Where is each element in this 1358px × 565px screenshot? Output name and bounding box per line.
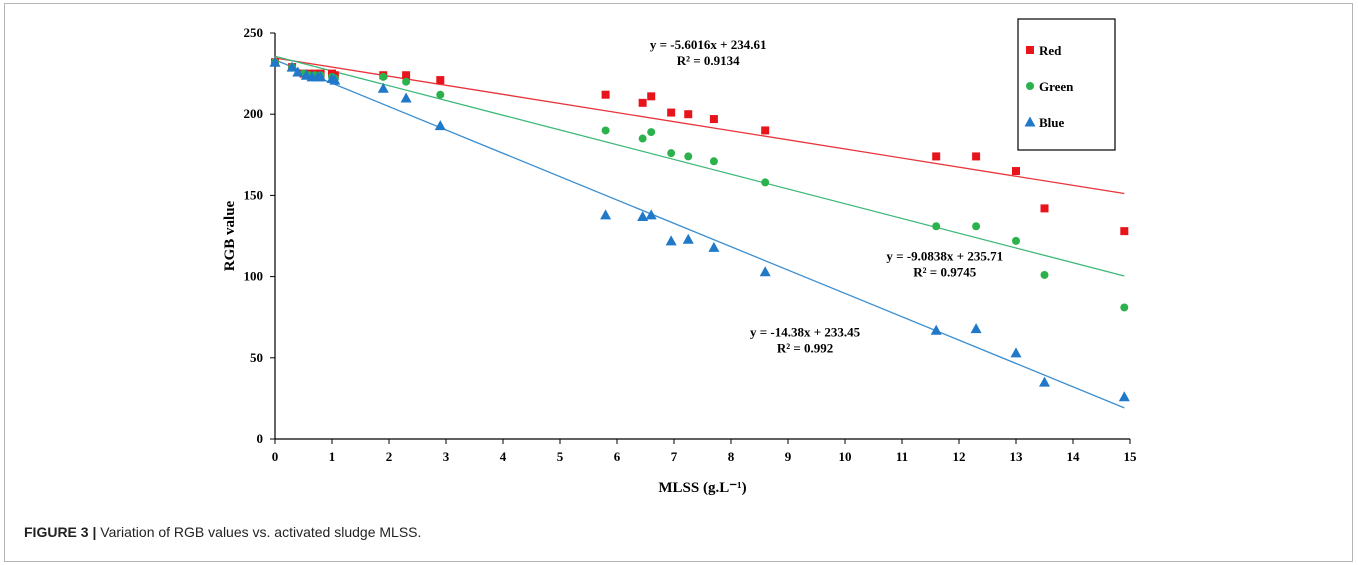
x-tick-label: 14 (1067, 449, 1081, 464)
r-squared-green: R² = 0.9745 (913, 264, 976, 279)
data-point-red (1012, 167, 1020, 176)
data-point-red (638, 98, 647, 107)
data-point-green (761, 178, 770, 187)
x-tick-label: 5 (557, 449, 564, 464)
x-tick-label: 12 (953, 449, 966, 464)
x-tick-label: 1 (329, 449, 336, 464)
legend-label-red: Red (1039, 43, 1062, 58)
equation-red: y = -5.6016x + 234.61 (650, 37, 767, 52)
x-axis-label: MLSS (g.L⁻¹) (658, 480, 746, 496)
legend-marker-green (1026, 82, 1034, 90)
trendline-red (274, 57, 1125, 195)
data-point-red (684, 110, 693, 119)
x-tick-label: 6 (614, 449, 621, 464)
data-point-blue (1010, 347, 1022, 358)
x-tick-label: 3 (443, 449, 450, 464)
data-point-blue (930, 324, 942, 335)
legend-marker-red (1026, 46, 1034, 54)
data-point-blue (434, 120, 446, 131)
data-point-blue (1039, 376, 1050, 387)
figure-frame: 0 1 2 3 4 5 6 7 8 9 10 11 12 13 14 15 0 50 100 150 200 250 y … (4, 3, 1353, 562)
y-tick-label: 150 (244, 187, 264, 202)
legend-label-blue: Blue (1039, 115, 1065, 130)
x-tick-label: 11 (896, 449, 908, 464)
y-tick-label: 250 (244, 25, 264, 40)
data-point-blue (400, 92, 412, 103)
x-tick-label: 9 (785, 449, 792, 464)
x-tick-label: 0 (272, 449, 279, 464)
data-point-red (647, 92, 656, 101)
y-axis-label: RGB value (222, 200, 238, 271)
data-point-green (1040, 270, 1049, 279)
data-point-red (932, 152, 941, 161)
data-point-blue (682, 233, 694, 244)
data-point-green (667, 149, 676, 158)
data-point-blue (708, 241, 720, 252)
data-point-red (709, 115, 718, 124)
data-point-blue (377, 82, 389, 93)
y-tick-label: 50 (250, 350, 263, 365)
x-tick-label: 2 (386, 449, 393, 464)
data-point-blue (645, 209, 657, 220)
trendline-green (274, 55, 1125, 277)
data-point-green (972, 222, 981, 231)
data-point-blue (315, 71, 327, 82)
x-tick-label: 10 (839, 449, 852, 464)
y-tick-label: 100 (244, 269, 264, 284)
x-tick-label: 15 (1124, 449, 1138, 464)
data-point-red (667, 108, 676, 117)
data-points (269, 56, 1130, 402)
data-point-blue (292, 66, 304, 77)
data-point-red (436, 76, 445, 85)
y-tick-label: 0 (257, 431, 264, 446)
equation-green: y = -9.0838x + 235.71 (886, 248, 1003, 263)
legend-marker-blue (1024, 116, 1036, 127)
data-point-green (647, 128, 656, 137)
caption-text: Variation of RGB values vs. activated sl… (96, 524, 422, 540)
data-point-red (1040, 204, 1049, 213)
r-squared-blue: R² = 0.992 (777, 341, 833, 356)
data-point-green (601, 126, 610, 135)
data-point-red (402, 71, 411, 80)
data-point-red (761, 126, 770, 135)
trendline-blue (274, 59, 1125, 409)
data-point-blue (286, 61, 298, 72)
data-point-green (709, 157, 718, 166)
x-tick-label: 13 (1010, 449, 1024, 464)
data-point-blue (970, 323, 982, 334)
legend: Red Green Blue (1017, 18, 1116, 151)
data-point-red (972, 152, 981, 161)
data-point-blue (329, 74, 341, 85)
data-point-blue (759, 266, 771, 277)
data-point-green (1120, 303, 1129, 312)
data-point-green (436, 90, 445, 99)
legend-label-green: Green (1039, 79, 1074, 94)
data-point-green (638, 134, 647, 143)
data-point-blue (665, 235, 677, 246)
x-tick-label: 8 (728, 449, 735, 464)
data-point-blue (637, 211, 649, 222)
legend-box (1017, 18, 1116, 151)
data-point-red (601, 90, 610, 99)
data-point-green (684, 152, 693, 161)
figure-caption: FIGURE 3 | Variation of RGB values vs. a… (24, 524, 421, 540)
data-point-blue (600, 209, 612, 220)
caption-label: FIGURE 3 | (24, 524, 97, 540)
trendlines (274, 55, 1125, 409)
y-tick-label: 200 (244, 106, 264, 121)
data-point-green (1012, 236, 1020, 245)
x-tick-label: 7 (671, 449, 678, 464)
data-point-red (1120, 227, 1129, 236)
r-squared-red: R² = 0.9134 (677, 53, 740, 68)
data-point-blue (269, 56, 281, 67)
data-point-green (402, 77, 411, 86)
data-point-green (932, 222, 941, 231)
equation-blue: y = -14.38x + 233.45 (750, 325, 861, 340)
data-point-green (379, 72, 388, 81)
x-tick-label: 4 (500, 449, 507, 464)
data-point-blue (1118, 391, 1130, 402)
